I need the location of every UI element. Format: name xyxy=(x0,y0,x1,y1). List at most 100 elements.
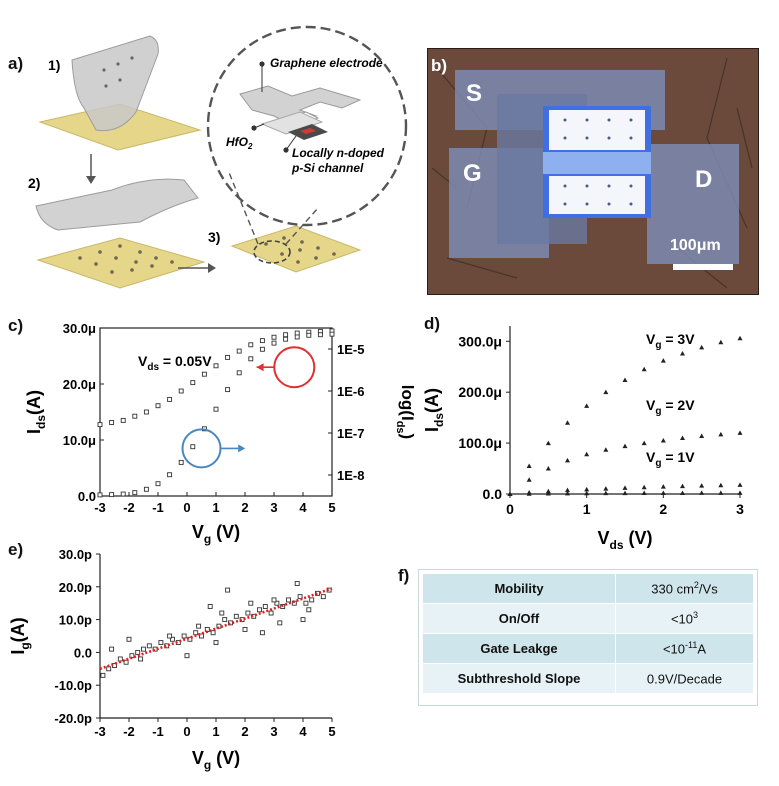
data-marker xyxy=(303,600,309,606)
series-3-marker xyxy=(622,490,628,496)
data-marker xyxy=(100,672,106,678)
table-cell-property: Gate Leakge xyxy=(422,633,616,664)
x-tick-label: 4 xyxy=(299,724,307,739)
y2-tick-label: 1E-8 xyxy=(337,468,364,483)
table-cell-value: 330 cm2/Vs xyxy=(615,573,754,604)
y-tick-label: 0.0 xyxy=(74,645,92,660)
device-electrode xyxy=(239,85,362,125)
series-2-marker xyxy=(622,485,628,490)
data-marker xyxy=(193,630,199,636)
series-3-marker xyxy=(603,490,609,496)
y-tick-label: 10.0μ xyxy=(63,433,96,448)
terminal-gate: G xyxy=(463,160,482,187)
linear-marker xyxy=(155,481,161,487)
series-3-marker xyxy=(680,490,685,495)
y-tick-label: 20.0μ xyxy=(63,377,96,392)
series-0-marker xyxy=(699,344,705,350)
series-2-marker xyxy=(565,487,570,493)
series-0-marker xyxy=(622,377,628,382)
x-tick-label: 5 xyxy=(328,500,335,515)
data-marker xyxy=(286,597,291,603)
y-tick-label: 0.0 xyxy=(483,486,503,502)
y-tick-label: 300.0μ xyxy=(458,333,502,349)
x-tick-label: -1 xyxy=(152,500,164,515)
terminal-drain: D xyxy=(695,166,713,193)
table-cell-value: 0.9V/Decade xyxy=(615,663,754,694)
series-2-marker xyxy=(680,483,685,489)
value-text: <10 xyxy=(670,611,694,627)
data-marker xyxy=(184,653,190,659)
linear-marker xyxy=(294,334,300,340)
data-marker xyxy=(138,656,144,662)
linear-marker xyxy=(132,490,138,496)
series-2-marker xyxy=(584,486,590,492)
panel-c-label: c) xyxy=(8,316,24,335)
zoom-circle xyxy=(206,25,408,227)
y-axis-label: Ids(A) xyxy=(422,388,446,432)
log-marker xyxy=(155,403,161,409)
data-marker xyxy=(300,617,306,623)
series-label: Vg = 3V xyxy=(646,331,695,351)
table-cell-value: <103 xyxy=(615,603,754,634)
series-3-marker xyxy=(507,491,513,496)
data-marker xyxy=(123,659,129,665)
step-2-label: 2) xyxy=(28,175,40,191)
log-marker xyxy=(248,342,254,348)
value-superscript: 3 xyxy=(693,610,699,621)
data-marker xyxy=(274,600,280,606)
value-superscript: -11 xyxy=(685,640,698,651)
data-marker xyxy=(262,604,268,609)
fit-line xyxy=(99,587,333,671)
log-marker xyxy=(97,422,103,428)
x-tick-label: 3 xyxy=(270,500,277,515)
data-marker xyxy=(106,666,112,672)
panel-f-label: f) xyxy=(398,566,410,585)
series-label: Vg = 1V xyxy=(646,449,695,469)
y-tick-label: 30.0p xyxy=(59,547,92,562)
y-tick-label: 0.0 xyxy=(78,489,96,504)
y-tick-label: 100.0μ xyxy=(458,435,502,451)
terminal-source: S xyxy=(466,80,483,107)
table-cell-property: Mobility xyxy=(422,573,616,604)
x-tick-label: 2 xyxy=(659,501,667,517)
x-tick-label: -3 xyxy=(94,724,106,739)
series-0-marker xyxy=(680,350,685,356)
y-axis-label: Ids(A) xyxy=(24,390,48,434)
properties-table: Mobility 330 cm2/Vs On/Off <103 Gate Leakge <… xyxy=(422,573,754,694)
linear-marker xyxy=(213,406,219,412)
table-cell-value: <10-11A xyxy=(615,633,754,664)
panel-a-label: a) xyxy=(8,54,24,73)
data-marker xyxy=(170,636,175,642)
y2-axis-label: log(Ids) xyxy=(394,385,417,439)
series-0-marker xyxy=(718,339,724,345)
data-marker xyxy=(146,643,152,649)
series-label: Vg = 2V xyxy=(646,397,695,417)
x-tick-label: 2 xyxy=(241,724,248,739)
x-tick-label: 3 xyxy=(270,724,277,739)
data-marker xyxy=(213,640,219,646)
log-marker xyxy=(294,330,300,336)
series-0-marker xyxy=(545,440,551,446)
data-marker xyxy=(135,649,141,655)
plot-frame xyxy=(99,327,333,497)
drain-pad xyxy=(647,144,739,264)
series-1-marker xyxy=(680,435,685,440)
series-1-marker xyxy=(603,447,609,452)
linear-marker xyxy=(225,387,231,393)
scale-bar-label: 100μm xyxy=(670,237,721,254)
scale-bar xyxy=(673,264,733,270)
log-marker xyxy=(143,409,149,415)
panel-d-label: d) xyxy=(424,314,441,333)
step2-substrate xyxy=(36,237,206,289)
series-2-marker xyxy=(660,484,666,489)
data-marker xyxy=(222,617,228,623)
data-marker xyxy=(257,607,262,613)
callout-ndoped: Locally n-doped xyxy=(292,146,385,160)
log-marker xyxy=(132,413,138,419)
table-cell-property: On/Off xyxy=(422,603,616,634)
series-2-marker xyxy=(641,484,647,490)
device-hfo2 xyxy=(260,111,324,135)
x-tick-label: 1 xyxy=(212,500,219,515)
x-tick-label: -3 xyxy=(94,500,106,515)
log-marker xyxy=(236,348,242,354)
